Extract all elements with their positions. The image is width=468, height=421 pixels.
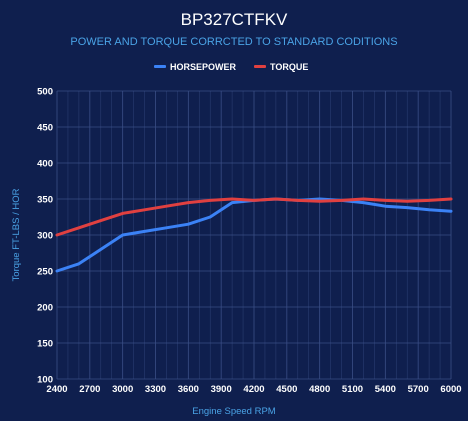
y-tick-label: 400 [37,159,53,170]
y-tick-label: 350 [37,195,53,206]
y-tick-label: 150 [37,339,53,350]
chart-title: BP327CTFKV [181,10,288,29]
x-tick-label: 6000 [440,384,461,395]
legend-label-torque[interactable]: TORQUE [270,62,308,72]
y-tick-label: 450 [37,123,53,134]
y-tick-label: 500 [37,87,53,98]
legend-swatch-torque [254,65,266,68]
x-tick-label: 4200 [243,384,264,395]
x-tick-label: 5700 [408,384,429,395]
series-layer [55,197,453,273]
chart-subtitle: POWER AND TORQUE CORRCTED TO STANDARD CO… [70,36,397,48]
legend: HORSEPOWER TORQUE [154,62,308,72]
y-axis-label: Torque FT-LBS / HOR [11,188,22,281]
x-axis-tick-labels: 2400 2700 3000 3300 3600 3900 4200 4500 4800 5100… [46,384,461,395]
x-tick-label: 5100 [342,384,363,395]
y-tick-label: 100 [37,375,53,386]
x-tick-label: 2400 [46,384,67,395]
y-tick-label: 300 [37,231,53,242]
x-tick-label: 3900 [211,384,232,395]
y-axis-tick-labels: 100 150 200 250 300 350 400 450 500 [37,87,53,386]
x-tick-label: 5400 [375,384,396,395]
x-tick-label: 4500 [276,384,297,395]
x-tick-label: 2700 [79,384,100,395]
y-tick-label: 200 [37,303,53,314]
legend-label-horsepower[interactable]: HORSEPOWER [170,62,237,72]
legend-swatch-horsepower [154,65,166,68]
x-tick-label: 3600 [178,384,199,395]
y-tick-label: 250 [37,267,53,278]
x-tick-label: 3300 [145,384,166,395]
major-gridlines [56,90,452,380]
x-axis-label: Engine Speed RPM [192,406,276,417]
x-tick-label: 3000 [112,384,133,395]
x-tick-label: 4800 [309,384,330,395]
series-line-torque [55,197,453,237]
